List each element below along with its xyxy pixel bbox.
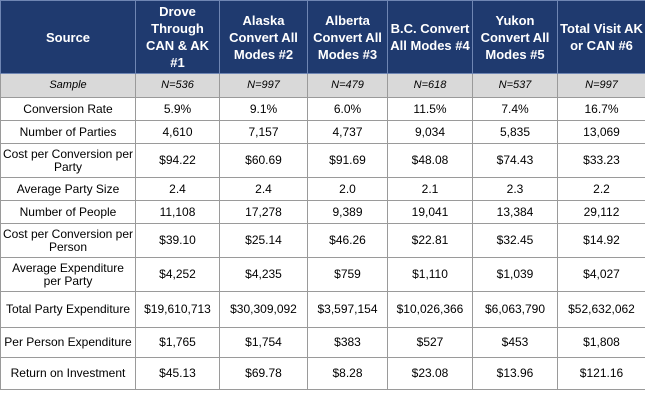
table-cell: N=479 bbox=[307, 73, 388, 98]
table-cell: $91.69 bbox=[307, 143, 388, 178]
table-cell: 5,835 bbox=[472, 120, 558, 144]
table-cell: N=618 bbox=[387, 73, 473, 98]
table-row: Average Party Size 2.4 2.4 2.0 2.1 2.3 2… bbox=[0, 177, 645, 201]
column-header: Total Visit AK or CAN #6 bbox=[557, 0, 645, 74]
table-cell: $23.08 bbox=[387, 357, 473, 390]
table-cell: $1,039 bbox=[472, 257, 558, 292]
column-header-source: Source bbox=[0, 0, 136, 74]
table-cell: 2.3 bbox=[472, 177, 558, 201]
table-cell: $383 bbox=[307, 327, 388, 358]
table-cell: $1,754 bbox=[219, 327, 308, 358]
table-cell: 11,108 bbox=[135, 200, 220, 224]
table-cell: $527 bbox=[387, 327, 473, 358]
table-cell: 2.4 bbox=[219, 177, 308, 201]
column-header: B.C. Convert All Modes #4 bbox=[387, 0, 473, 74]
table-cell: $60.69 bbox=[219, 143, 308, 178]
table-row: Cost per Conversion per Person $39.10 $2… bbox=[0, 223, 645, 258]
table-cell: 5.9% bbox=[135, 97, 220, 121]
table-cell: 2.4 bbox=[135, 177, 220, 201]
conversion-table: Source Drove Through CAN & AK #1 Alaska … bbox=[0, 0, 645, 390]
table-cell: 2.0 bbox=[307, 177, 388, 201]
table-cell: $25.14 bbox=[219, 223, 308, 258]
table-cell: 17,278 bbox=[219, 200, 308, 224]
table-cell: 7,157 bbox=[219, 120, 308, 144]
column-header: Alaska Convert All Modes #2 bbox=[219, 0, 308, 74]
table-cell: 11.5% bbox=[387, 97, 473, 121]
table-cell: 7.4% bbox=[472, 97, 558, 121]
table-cell: $45.13 bbox=[135, 357, 220, 390]
table-row: Return on Investment $45.13 $69.78 $8.28… bbox=[0, 357, 645, 390]
table-cell: $1,808 bbox=[557, 327, 645, 358]
table-cell: 29,112 bbox=[557, 200, 645, 224]
table-cell: 13,069 bbox=[557, 120, 645, 144]
table-row: Average Expenditure per Party $4,252 $4,… bbox=[0, 257, 645, 292]
table-cell: $69.78 bbox=[219, 357, 308, 390]
table-cell: $121.16 bbox=[557, 357, 645, 390]
table-cell: $14.92 bbox=[557, 223, 645, 258]
header-row: Source Drove Through CAN & AK #1 Alaska … bbox=[0, 0, 645, 74]
table-cell: 13,384 bbox=[472, 200, 558, 224]
table-cell: N=997 bbox=[219, 73, 308, 98]
table-cell: N=997 bbox=[557, 73, 645, 98]
table-cell: $13.96 bbox=[472, 357, 558, 390]
sample-row: Sample N=536 N=997 N=479 N=618 N=537 N=9… bbox=[0, 73, 645, 98]
table-cell: $32.45 bbox=[472, 223, 558, 258]
row-label: Number of Parties bbox=[0, 120, 136, 144]
column-header: Yukon Convert All Modes #5 bbox=[472, 0, 558, 74]
row-label: Return on Investment bbox=[0, 357, 136, 390]
table-cell: N=537 bbox=[472, 73, 558, 98]
table-cell: 4,610 bbox=[135, 120, 220, 144]
table-cell: $10,026,366 bbox=[387, 291, 473, 328]
table-cell: 9,389 bbox=[307, 200, 388, 224]
row-label: Average Expenditure per Party bbox=[0, 257, 136, 292]
row-label: Average Party Size bbox=[0, 177, 136, 201]
table-body: Sample N=536 N=997 N=479 N=618 N=537 N=9… bbox=[0, 73, 645, 390]
table-cell: $30,309,092 bbox=[219, 291, 308, 328]
table-cell: $22.81 bbox=[387, 223, 473, 258]
table-cell: $4,027 bbox=[557, 257, 645, 292]
row-label: Per Person Expenditure bbox=[0, 327, 136, 358]
table-cell: $74.43 bbox=[472, 143, 558, 178]
table-header: Source Drove Through CAN & AK #1 Alaska … bbox=[0, 0, 645, 74]
table-cell: 9,034 bbox=[387, 120, 473, 144]
table-cell: $39.10 bbox=[135, 223, 220, 258]
table-cell: $19,610,713 bbox=[135, 291, 220, 328]
table-cell: 6.0% bbox=[307, 97, 388, 121]
table-cell: $4,252 bbox=[135, 257, 220, 292]
table-cell: $1,110 bbox=[387, 257, 473, 292]
table-cell: 2.1 bbox=[387, 177, 473, 201]
table-cell: $6,063,790 bbox=[472, 291, 558, 328]
row-label: Sample bbox=[0, 73, 136, 98]
row-label: Conversion Rate bbox=[0, 97, 136, 121]
row-label: Number of People bbox=[0, 200, 136, 224]
table-row: Cost per Conversion per Party $94.22 $60… bbox=[0, 143, 645, 178]
column-header: Drove Through CAN & AK #1 bbox=[135, 0, 220, 74]
table-cell: $3,597,154 bbox=[307, 291, 388, 328]
table-cell: 9.1% bbox=[219, 97, 308, 121]
table-cell: $1,765 bbox=[135, 327, 220, 358]
table-row: Per Person Expenditure $1,765 $1,754 $38… bbox=[0, 327, 645, 358]
table-cell: 4,737 bbox=[307, 120, 388, 144]
table-cell: $46.26 bbox=[307, 223, 388, 258]
table-row: Total Party Expenditure $19,610,713 $30,… bbox=[0, 291, 645, 328]
table-cell: $759 bbox=[307, 257, 388, 292]
table-row: Conversion Rate 5.9% 9.1% 6.0% 11.5% 7.4… bbox=[0, 97, 645, 121]
table-row: Number of Parties 4,610 7,157 4,737 9,03… bbox=[0, 120, 645, 144]
table-cell: 2.2 bbox=[557, 177, 645, 201]
table-cell: $33.23 bbox=[557, 143, 645, 178]
table-cell: $8.28 bbox=[307, 357, 388, 390]
table-cell: $48.08 bbox=[387, 143, 473, 178]
row-label: Cost per Conversion per Party bbox=[0, 143, 136, 178]
table-cell: $453 bbox=[472, 327, 558, 358]
table-cell: $4,235 bbox=[219, 257, 308, 292]
table-row: Number of People 11,108 17,278 9,389 19,… bbox=[0, 200, 645, 224]
table-cell: 19,041 bbox=[387, 200, 473, 224]
table-cell: N=536 bbox=[135, 73, 220, 98]
table-cell: 16.7% bbox=[557, 97, 645, 121]
table-cell: $94.22 bbox=[135, 143, 220, 178]
row-label: Total Party Expenditure bbox=[0, 291, 136, 328]
column-header: Alberta Convert All Modes #3 bbox=[307, 0, 388, 74]
table-cell: $52,632,062 bbox=[557, 291, 645, 328]
row-label: Cost per Conversion per Person bbox=[0, 223, 136, 258]
